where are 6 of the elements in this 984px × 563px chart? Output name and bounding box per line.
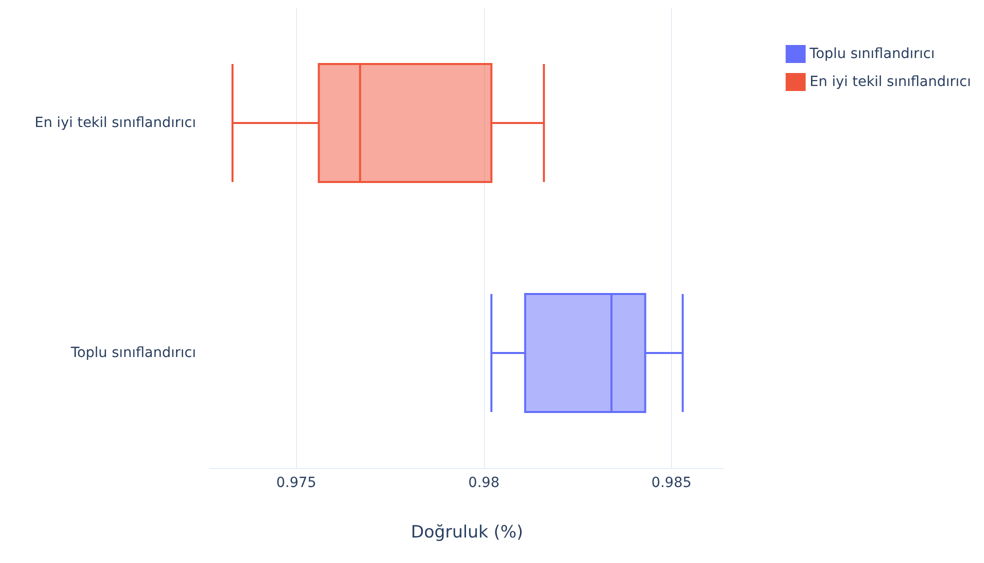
- legend-label: Toplu sınıflandırıcı: [808, 46, 935, 62]
- x-tick-label: 0.975: [276, 475, 316, 491]
- legend-label: En iyi tekil sınıflandırıcı: [810, 74, 972, 90]
- x-axis-title: Doğruluk (%): [410, 522, 524, 542]
- x-tick-label: 0.98: [468, 475, 500, 491]
- x-tick-label: 0.985: [651, 475, 692, 491]
